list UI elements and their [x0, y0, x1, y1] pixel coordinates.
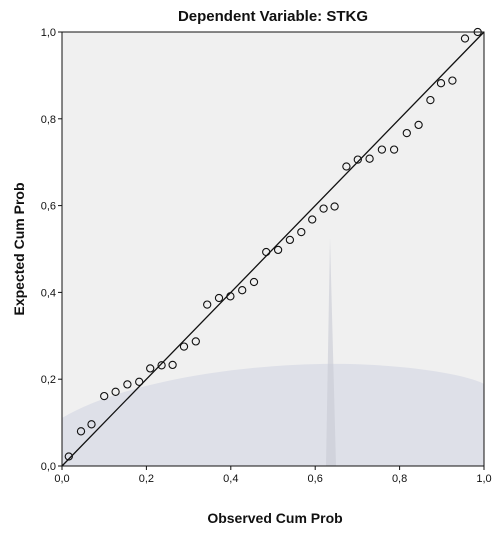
- data-point-34: [448, 76, 457, 85]
- data-point-7: [135, 377, 144, 386]
- data-point-25: [342, 162, 351, 171]
- data-point-32: [426, 95, 435, 105]
- data-point-31: [414, 120, 423, 130]
- data-point-11: [179, 342, 189, 351]
- data-point-33: [436, 79, 446, 88]
- x-axis-label: Observed Cum Prob: [207, 510, 342, 526]
- data-point-1: [64, 452, 73, 461]
- data-point-10: [168, 360, 177, 370]
- data-point-35: [460, 34, 470, 43]
- data-point-15: [226, 292, 235, 301]
- x-tick-label: 0,0: [54, 473, 69, 485]
- reference-line: [61, 31, 485, 467]
- data-point-3: [87, 420, 96, 429]
- data-point-19: [273, 245, 283, 255]
- x-tick-label: 0,4: [223, 473, 238, 485]
- data-point-27: [365, 154, 374, 163]
- data-point-20: [285, 235, 295, 245]
- data-point-17: [249, 277, 259, 287]
- y-axis-label: Expected Cum Prob: [11, 182, 27, 315]
- data-points: [64, 27, 482, 461]
- reference-line-layer: [61, 31, 485, 467]
- data-point-12: [191, 337, 200, 346]
- x-tick-label: 1,0: [476, 473, 491, 485]
- chart-title: Dependent Variable: STKG: [178, 8, 368, 25]
- data-point-23: [319, 204, 328, 213]
- data-point-8: [146, 364, 155, 373]
- data-point-26: [353, 155, 362, 164]
- y-tick-label: 0,4: [41, 287, 56, 299]
- x-tick-label: 0,8: [392, 473, 407, 485]
- data-point-6: [123, 380, 132, 389]
- data-point-9: [157, 361, 166, 370]
- background-watermark: [62, 238, 484, 466]
- data-point-16: [238, 286, 247, 295]
- y-tick-label: 1,0: [41, 27, 56, 39]
- data-point-24: [330, 202, 339, 211]
- x-tick-label: 0,2: [139, 473, 154, 485]
- data-point-14: [214, 293, 224, 303]
- y-tick-label: 0,2: [41, 374, 56, 386]
- data-point-5: [111, 387, 120, 396]
- data-point-28: [377, 145, 387, 154]
- y-axis-ticks: 0,0 0,2 0,4 0,6 0,8 1,0: [41, 27, 62, 473]
- x-tick-label: 0,6: [308, 473, 323, 485]
- data-point-2: [76, 427, 86, 436]
- data-point-13: [203, 300, 212, 309]
- data-point-18: [262, 247, 271, 257]
- data-point-30: [402, 128, 411, 138]
- y-tick-label: 0,8: [41, 114, 56, 126]
- y-tick-label: 0,6: [41, 201, 56, 213]
- y-tick-label: 0,0: [41, 461, 56, 473]
- plot-frame: [61, 31, 485, 467]
- data-point-21: [297, 227, 306, 237]
- x-axis-ticks: 0,0 0,2 0,4 0,6 0,8 1,0: [54, 466, 492, 485]
- data-point-29: [389, 145, 399, 154]
- data-point-22: [308, 215, 317, 224]
- data-point-4: [100, 391, 109, 401]
